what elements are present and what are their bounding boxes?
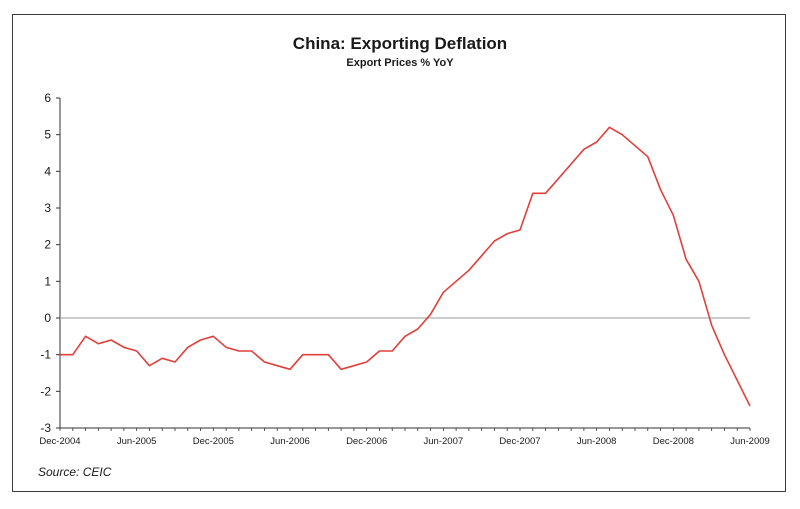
y-tick-label: 1 <box>44 274 51 288</box>
x-tick-label: Dec-2008 <box>653 436 694 447</box>
chart-frame <box>12 14 786 492</box>
y-tick-label: -2 <box>40 384 51 398</box>
x-tick-label: Dec-2007 <box>499 436 540 447</box>
y-tick-label: -1 <box>40 348 51 362</box>
y-tick-label: -3 <box>40 421 51 435</box>
x-tick-label: Dec-2005 <box>193 436 234 447</box>
y-tick-label: 2 <box>44 238 51 252</box>
x-tick-label: Jun-2006 <box>270 436 310 447</box>
x-tick-label: Jun-2009 <box>730 436 770 447</box>
chart-title: China: Exporting Deflation <box>292 34 508 53</box>
y-tick-label: 6 <box>44 91 51 105</box>
y-tick-label: 4 <box>44 164 51 178</box>
chart-source: Source: CEIC <box>38 465 112 479</box>
x-tick-label: Dec-2006 <box>346 436 387 447</box>
y-tick-label: 3 <box>44 201 51 215</box>
x-tick-label: Jun-2008 <box>577 436 617 447</box>
x-tick-label: Jun-2007 <box>424 436 464 447</box>
y-tick-label: 5 <box>44 128 51 142</box>
chart-subtitle: Export Prices % YoY <box>346 57 454 69</box>
x-tick-label: Jun-2005 <box>117 436 157 447</box>
x-tick-label: Dec-2004 <box>39 436 80 447</box>
y-tick-label: 0 <box>44 311 51 325</box>
series-line-export-prices <box>60 126 751 407</box>
